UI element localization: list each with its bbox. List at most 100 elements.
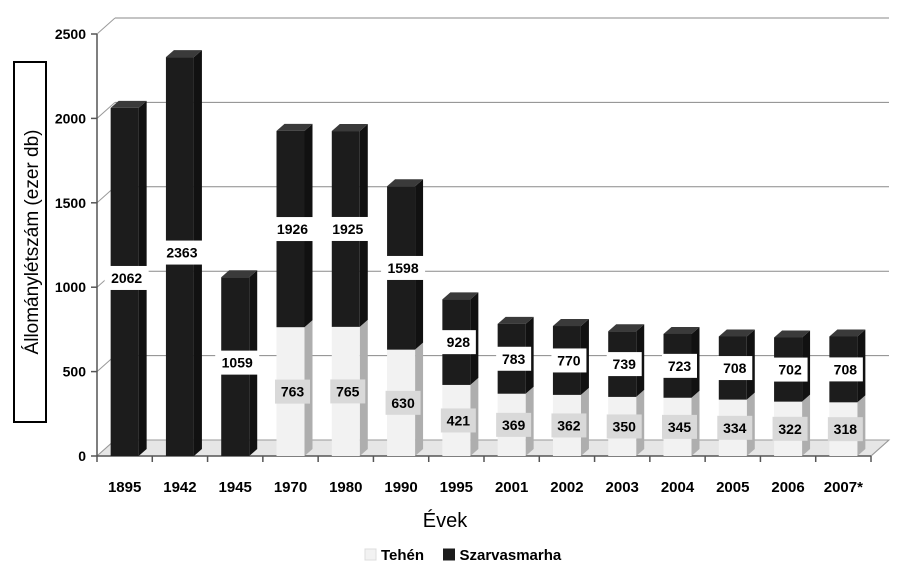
data-label-teh-n: 763 xyxy=(281,384,305,400)
bar-szarvasmarha-top xyxy=(663,326,700,334)
y-tick-label: 1000 xyxy=(55,279,86,295)
data-label-szarvasmarha-box xyxy=(496,346,532,371)
data-label-teh-n: 350 xyxy=(613,418,637,434)
y-tick-label: 1500 xyxy=(55,195,86,211)
data-label-szarvasmarha: 1926 xyxy=(277,221,308,237)
data-label-teh-n: 630 xyxy=(391,395,415,411)
data-label-teh-n: 345 xyxy=(668,419,692,435)
bar-szarvasmarha-top xyxy=(331,124,368,132)
data-label-teh-n-box xyxy=(772,416,808,441)
data-label-teh-n: 765 xyxy=(336,383,360,399)
gridline-side xyxy=(96,17,116,35)
data-label-teh-n: 369 xyxy=(502,417,526,433)
y-axis-title-box xyxy=(13,61,47,423)
data-label-teh-n-box xyxy=(827,417,863,442)
bar-szarvasmarha-top xyxy=(276,123,313,131)
y-tick-label: 500 xyxy=(63,364,87,380)
data-label-szarvasmarha: 2062 xyxy=(111,270,142,286)
data-label-szarvasmarha-box xyxy=(104,265,149,290)
bar-szarvasmarha-top xyxy=(442,292,479,300)
data-label-teh-n-box xyxy=(717,415,753,440)
x-tick-label: 1942 xyxy=(163,479,196,496)
x-tick-label: 1895 xyxy=(108,479,141,496)
data-label-teh-n-box xyxy=(606,414,642,439)
x-tick-label: 1980 xyxy=(329,479,362,496)
y-tick-label: 2500 xyxy=(55,26,86,42)
data-label-szarvasmarha: 708 xyxy=(834,361,858,377)
data-label-teh-n-box xyxy=(385,390,421,415)
data-label-teh-n-box xyxy=(662,414,697,439)
x-axis-title: Évek xyxy=(423,509,468,532)
data-label-teh-n: 421 xyxy=(447,412,471,428)
data-label-szarvasmarha-box xyxy=(325,216,370,241)
data-label-szarvasmarha: 1925 xyxy=(332,221,363,237)
data-label-teh-n: 362 xyxy=(557,417,581,433)
data-label-szarvasmarha: 739 xyxy=(613,356,637,372)
legend-label: Szarvasmarha xyxy=(460,547,562,564)
x-tick-label: 2006 xyxy=(771,479,804,496)
y-axis-title-group: Állománylétszám (ezer db) xyxy=(13,61,47,423)
data-label-teh-n: 322 xyxy=(778,421,802,437)
data-label-szarvasmarha-box xyxy=(662,353,697,378)
axis-layer: 0 500 1000 1500 2000 2500 1895 1942 1945 1970 1980… xyxy=(55,26,872,496)
y-axis-title: Állománylétszám (ezer db) xyxy=(22,130,43,355)
bar-szarvasmarha-top xyxy=(552,319,589,327)
data-label-teh-n: 318 xyxy=(834,421,858,437)
y-tick-label: 2000 xyxy=(55,110,86,126)
data-label-szarvasmarha-box xyxy=(551,348,587,373)
data-label-szarvasmarha-box xyxy=(606,352,642,377)
x-tick-label: 2004 xyxy=(661,479,695,496)
bar-szarvasmarha-top xyxy=(774,330,811,338)
bar-szarvasmarha-top xyxy=(829,329,866,337)
data-label-szarvasmarha: 783 xyxy=(502,351,526,367)
bar-szarvasmarha-top xyxy=(221,270,258,278)
x-tick-label: 2003 xyxy=(606,479,639,496)
x-tick-label: 1990 xyxy=(384,479,417,496)
legend: Tehén Szarvasmarha xyxy=(364,547,562,564)
data-label-szarvasmarha-box xyxy=(215,350,260,375)
data-label-szarvasmarha: 702 xyxy=(778,362,802,378)
x-tick-label: 1970 xyxy=(274,479,307,496)
gridline-side xyxy=(96,102,116,119)
x-tick-label: 1995 xyxy=(440,479,473,496)
legend-swatch xyxy=(443,548,455,561)
y-tick-label: 0 xyxy=(78,448,86,464)
floor-edge xyxy=(870,439,890,457)
data-label-szarvasmarha-box xyxy=(827,357,863,382)
x-tick-label: 1945 xyxy=(219,479,252,496)
data-label-szarvasmarha: 1059 xyxy=(222,355,253,371)
bar-layer xyxy=(110,50,866,457)
data-label-szarvasmarha-box xyxy=(381,255,426,280)
bar-szarvasmarha-top xyxy=(110,100,147,108)
x-tick-label: 2007* xyxy=(824,479,863,496)
x-tick-label: 2001 xyxy=(495,479,528,496)
legend-label: Tehén xyxy=(381,547,424,564)
data-label-teh-n-box xyxy=(330,379,366,404)
data-label-szarvasmarha: 708 xyxy=(723,360,747,376)
data-label-szarvasmarha: 1598 xyxy=(387,260,418,276)
x-tick-label: 2005 xyxy=(716,479,749,496)
data-label-szarvasmarha: 928 xyxy=(447,334,471,350)
data-label-szarvasmarha-box xyxy=(717,356,753,381)
bar-szarvasmarha-top xyxy=(165,50,202,58)
grid-layer xyxy=(95,17,891,457)
x-tick-label: 2002 xyxy=(550,479,583,496)
data-label-teh-n-box xyxy=(496,412,532,437)
data-label-teh-n-box xyxy=(275,379,310,404)
data-label-teh-n-box xyxy=(551,413,587,438)
chart-floor xyxy=(95,439,891,457)
bar-szarvasmarha-top xyxy=(497,316,534,324)
data-label-szarvasmarha-box xyxy=(440,330,476,355)
bar-szarvasmarha-top xyxy=(608,324,645,332)
data-label-teh-n-box xyxy=(440,408,476,433)
data-label-szarvasmarha-box xyxy=(270,217,315,242)
data-label-teh-n: 334 xyxy=(723,420,747,436)
data-label-szarvasmarha-box xyxy=(772,357,808,382)
data-label-szarvasmarha-box xyxy=(159,240,204,265)
data-label-szarvasmarha: 770 xyxy=(557,352,581,368)
bar-szarvasmarha-top xyxy=(718,329,755,337)
data-label-szarvasmarha: 723 xyxy=(668,358,692,374)
legend-swatch xyxy=(364,548,377,561)
